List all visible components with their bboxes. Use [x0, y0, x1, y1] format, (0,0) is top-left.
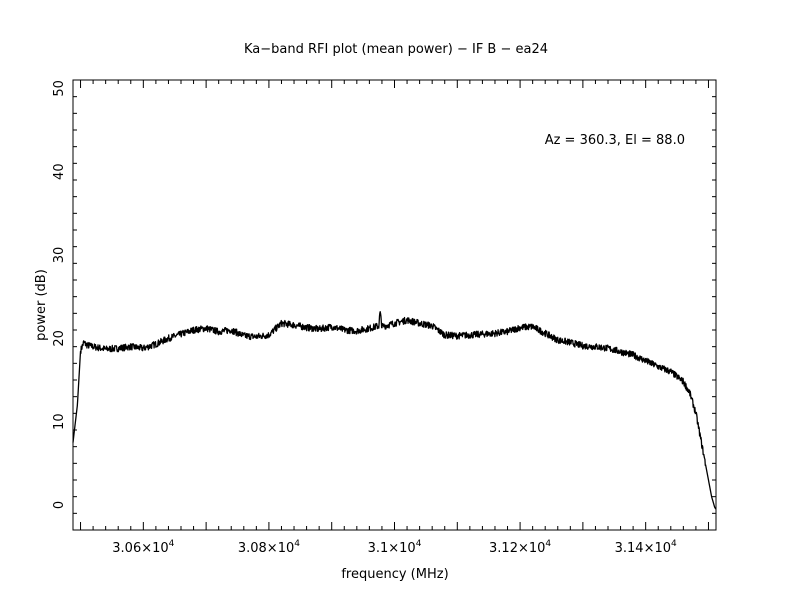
y-tick-label: 10 [52, 413, 67, 430]
x-tick-mantissa: 3.08 [238, 541, 267, 556]
x-tick-exponent: 4 [671, 539, 677, 549]
x-tick-mantissa: 3.12 [489, 541, 518, 556]
x-tick-mantissa: 3.14 [615, 541, 644, 556]
y-axis-label: power (dB) [34, 269, 49, 341]
x-tick-times-ten: ×10 [267, 541, 294, 556]
x-tick-label: 3.12×104 [489, 539, 551, 556]
y-tick-label: 40 [52, 163, 67, 180]
x-tick-times-ten: ×10 [518, 541, 545, 556]
y-tick-label: 50 [52, 80, 67, 97]
x-tick-times-ten: ×10 [644, 541, 671, 556]
x-tick-exponent: 4 [416, 539, 422, 549]
x-axis-label: frequency (MHz) [341, 567, 448, 582]
y-tick-label: 0 [52, 501, 67, 509]
az-el-annotation: Az = 360.3, El = 88.0 [545, 133, 685, 148]
x-tick-label: 3.1×104 [368, 539, 422, 556]
x-tick-exponent: 4 [545, 539, 551, 549]
x-axis: 3.06×104 3.08×104 3.1×104 3.12×104 3.14×104 [80, 80, 709, 556]
chart-title: Ka−band RFI plot (mean power) − IF B − e… [244, 42, 548, 57]
power-series-line [72, 311, 717, 510]
y-axis: 0 10 20 30 40 50 [52, 79, 716, 531]
x-tick-times-ten: ×10 [141, 541, 168, 556]
x-tick-label: 3.08×104 [238, 539, 300, 556]
x-tick-label: 3.06×104 [112, 539, 174, 556]
y-tick-label: 20 [52, 330, 67, 347]
x-tick-exponent: 4 [294, 539, 300, 549]
x-tick-label: 3.14×104 [615, 539, 677, 556]
x-tick-mantissa: 3.1 [368, 541, 389, 556]
x-tick-times-ten: ×10 [388, 541, 415, 556]
x-tick-exponent: 4 [169, 539, 175, 549]
x-tick-mantissa: 3.06 [112, 541, 141, 556]
y-tick-label: 30 [52, 247, 67, 264]
